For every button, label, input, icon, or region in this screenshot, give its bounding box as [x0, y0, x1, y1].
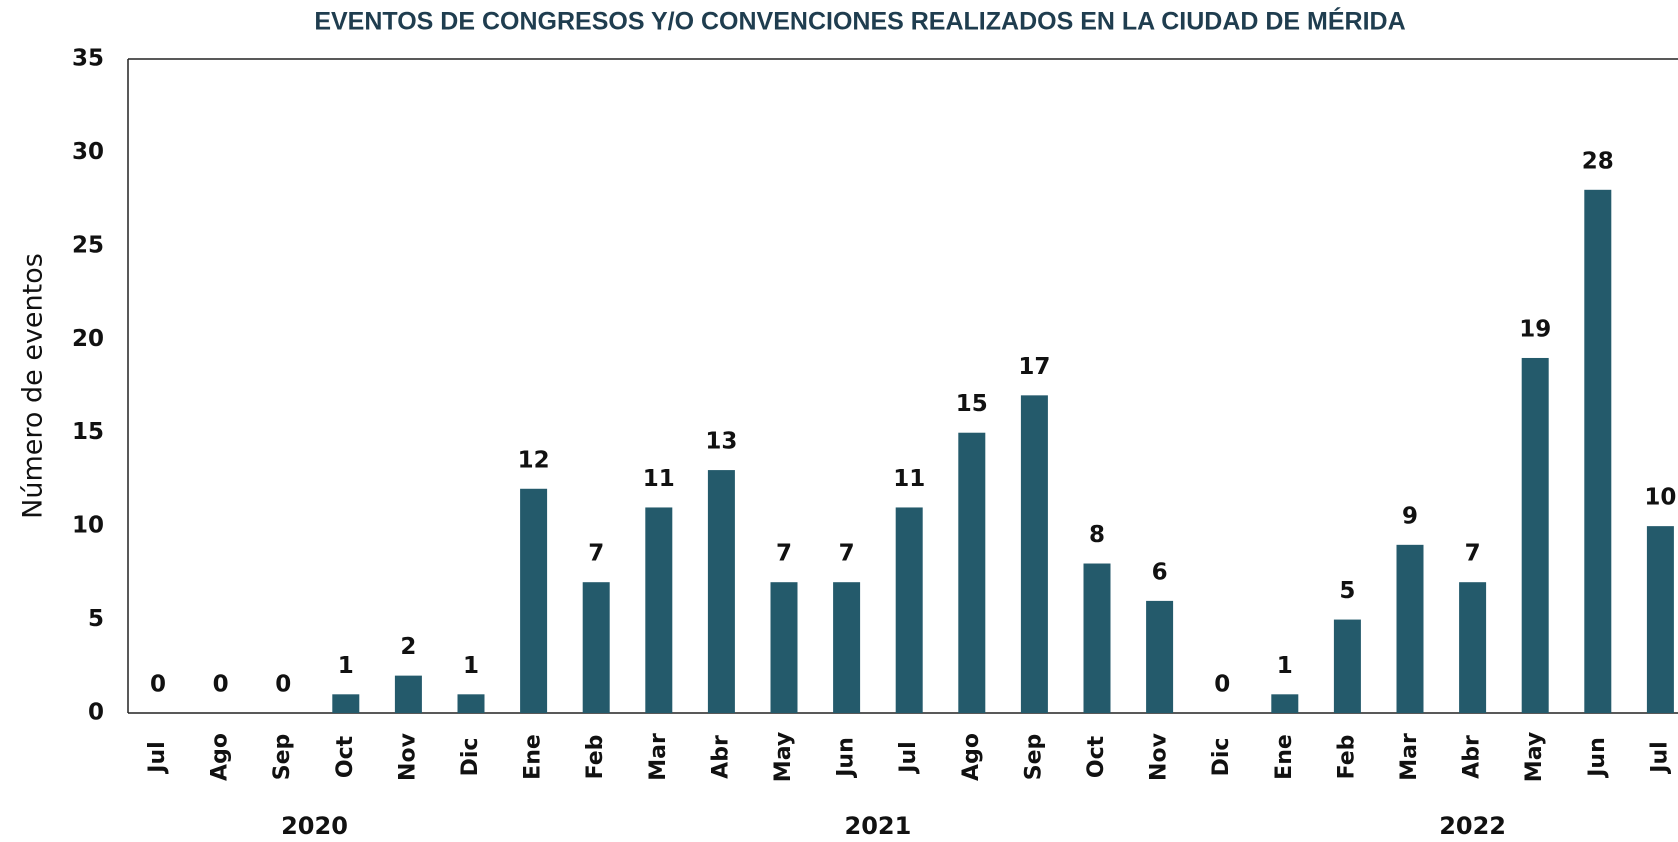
value-label: 6: [1152, 559, 1168, 585]
bar: [1083, 563, 1111, 713]
y-tick-label: 30: [72, 139, 104, 165]
x-tick-label: Sep: [270, 734, 295, 781]
value-label: 5: [1339, 578, 1355, 604]
value-label: 0: [1214, 672, 1230, 698]
y-tick-label: 10: [72, 513, 104, 539]
bar: [1396, 544, 1424, 713]
x-tick-label: May: [1522, 732, 1547, 782]
x-tick-label: Feb: [583, 735, 608, 780]
x-tick-label: Dic: [1209, 738, 1234, 777]
x-tick-label: Ago: [959, 733, 984, 781]
x-tick-label: Ago: [208, 733, 233, 781]
y-tick-label: 25: [72, 232, 104, 258]
bar: [332, 694, 360, 713]
y-tick-label: 5: [88, 606, 104, 632]
value-label: 8: [1089, 522, 1105, 548]
y-axis-title: Número de eventos: [18, 253, 49, 519]
x-tick-label: Nov: [1147, 732, 1172, 781]
value-label: 1: [1277, 653, 1293, 679]
x-tick-label: Mar: [1397, 733, 1422, 781]
bar: [1020, 395, 1048, 713]
value-label: 7: [588, 541, 604, 567]
value-label: 15: [956, 391, 988, 417]
bar: [833, 582, 861, 713]
bar: [770, 582, 798, 713]
group-label: 2020: [281, 812, 348, 840]
bar: [394, 675, 422, 713]
x-tick-label: Ene: [521, 734, 546, 780]
value-label: 1: [338, 653, 354, 679]
value-label: 19: [1519, 316, 1551, 342]
bar: [895, 507, 923, 713]
x-tick-label: May: [771, 732, 796, 782]
y-tick-label: 20: [72, 326, 104, 352]
bar: [1333, 619, 1361, 713]
value-label: 7: [776, 541, 792, 567]
x-tick-label: Oct: [1084, 735, 1109, 778]
bar: [457, 694, 485, 713]
value-label: 11: [893, 466, 925, 492]
x-tick-label: Jun: [834, 737, 859, 779]
x-tick-label: Ene: [1272, 734, 1297, 780]
bar: [645, 507, 673, 713]
value-label: 7: [839, 541, 855, 567]
value-label: 7: [1465, 541, 1481, 567]
value-label: 2: [400, 634, 416, 660]
value-label: 28: [1582, 148, 1614, 174]
value-label: 11: [643, 466, 675, 492]
value-label: 0: [213, 672, 229, 698]
value-label: 1: [463, 653, 479, 679]
value-label: 0: [275, 672, 291, 698]
bar: [1646, 526, 1674, 713]
value-label: 10: [1644, 485, 1676, 511]
value-label: 9: [1402, 503, 1418, 529]
bar: [1521, 357, 1549, 713]
y-tick-label: 15: [72, 419, 104, 445]
x-tick-label: Oct: [333, 735, 358, 778]
group-label: 2021: [845, 812, 912, 840]
x-tick-label: Feb: [1334, 735, 1359, 780]
x-tick-label: Jul: [896, 741, 921, 774]
x-tick-label: Dic: [458, 738, 483, 777]
bar: [1459, 582, 1487, 713]
bar: [958, 432, 986, 713]
y-tick-label: 35: [72, 46, 104, 72]
bar: [520, 488, 548, 713]
x-tick-label: Sep: [1021, 734, 1046, 781]
bar: [1146, 600, 1174, 713]
group-label: 2022: [1439, 812, 1506, 840]
x-tick-label: Jul: [1647, 741, 1672, 774]
x-tick-label: Mar: [646, 733, 671, 781]
x-tick-label: Abr: [1460, 735, 1485, 779]
chart-title: EVENTOS DE CONGRESOS Y/O CONVENCIONES RE…: [314, 7, 1405, 36]
y-tick-label: 0: [88, 700, 104, 726]
x-tick-label: Nov: [395, 732, 420, 781]
value-label: 13: [705, 429, 737, 455]
bar: [582, 582, 610, 713]
value-label: 17: [1018, 354, 1050, 380]
x-tick-label: Jun: [1585, 737, 1610, 779]
x-tick-label: Jul: [145, 741, 170, 774]
value-label: 0: [150, 672, 166, 698]
bar: [707, 470, 735, 713]
value-label: 12: [518, 447, 550, 473]
x-tick-label: Abr: [708, 735, 733, 779]
bar: [1584, 189, 1612, 714]
bar: [1271, 694, 1299, 713]
